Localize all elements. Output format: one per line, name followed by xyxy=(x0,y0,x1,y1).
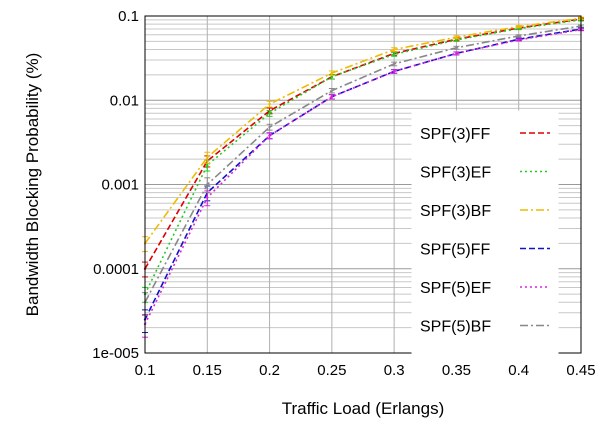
legend: SPF(3)FF SPF(3)EF SPF(3)BF SPF(5)FF SPF(5)EF… xyxy=(411,110,559,355)
data-point xyxy=(455,46,458,49)
y-tick-labels: 1e-005 0.0001 0.001 0.01 0.1 xyxy=(92,8,139,362)
x-tick-label: 0.15 xyxy=(193,362,222,379)
data-point xyxy=(517,38,520,42)
data-point xyxy=(330,89,334,92)
legend-label: SPF(5)BF xyxy=(420,319,491,336)
x-tick-labels: 0.1 0.15 0.2 0.25 0.3 0.35 0.4 0.45 xyxy=(135,362,596,379)
y-axis-label: Bandwidth Blocking Probability (%) xyxy=(23,53,42,317)
series-line xyxy=(144,18,582,270)
data-point xyxy=(455,52,458,55)
data-point xyxy=(330,71,334,75)
y-tick-label: 1e-005 xyxy=(92,345,139,362)
data-point xyxy=(268,112,271,115)
legend-box xyxy=(411,110,559,355)
data-point xyxy=(206,163,209,167)
data-point xyxy=(392,62,396,66)
data-point xyxy=(268,134,271,137)
data-point xyxy=(268,102,271,106)
data-point xyxy=(206,156,209,159)
series-SPF(3)EF xyxy=(142,18,584,303)
data-point xyxy=(517,34,520,38)
plot-frame xyxy=(144,15,582,354)
x-tick-label: 0.1 xyxy=(135,362,156,379)
data-point xyxy=(517,25,520,28)
series-line xyxy=(144,19,582,295)
data-point xyxy=(206,183,209,186)
x-tick-label: 0.35 xyxy=(442,362,471,379)
y-tick-label: 0.001 xyxy=(101,177,139,194)
data-point xyxy=(455,38,458,42)
x-axis-label: Traffic Load (Erlangs) xyxy=(282,399,445,418)
data-point xyxy=(330,75,334,78)
series-SPF(3)BF xyxy=(142,16,584,253)
y-tick-label: 0.1 xyxy=(118,8,139,25)
legend-label: SPF(3)FF xyxy=(420,126,490,143)
data-point xyxy=(392,70,396,73)
y-tick-label: 0.01 xyxy=(110,92,139,109)
series-line xyxy=(144,25,582,303)
series-SPF(5)BF xyxy=(142,24,584,316)
data-point xyxy=(206,196,209,199)
y-tick-label: 0.0001 xyxy=(93,261,139,278)
series-line xyxy=(144,28,582,325)
legend-label: SPF(5)EF xyxy=(420,280,491,297)
series-line xyxy=(144,28,582,320)
data-point xyxy=(392,53,396,56)
x-tick-label: 0.45 xyxy=(566,362,595,379)
data-point xyxy=(455,36,458,39)
x-tick-label: 0.25 xyxy=(317,362,346,379)
x-tick-label: 0.3 xyxy=(384,362,405,379)
series-layer xyxy=(142,16,584,338)
series-line xyxy=(144,17,582,244)
x-tick-label: 0.2 xyxy=(259,362,280,379)
legend-label: SPF(5)FF xyxy=(420,242,490,259)
data-point xyxy=(330,95,334,98)
legend-label: SPF(3)EF xyxy=(420,165,491,182)
data-point xyxy=(268,125,271,129)
legend-label: SPF(3)BF xyxy=(420,203,491,220)
data-point xyxy=(392,48,396,51)
x-tick-label: 0.4 xyxy=(508,362,529,379)
